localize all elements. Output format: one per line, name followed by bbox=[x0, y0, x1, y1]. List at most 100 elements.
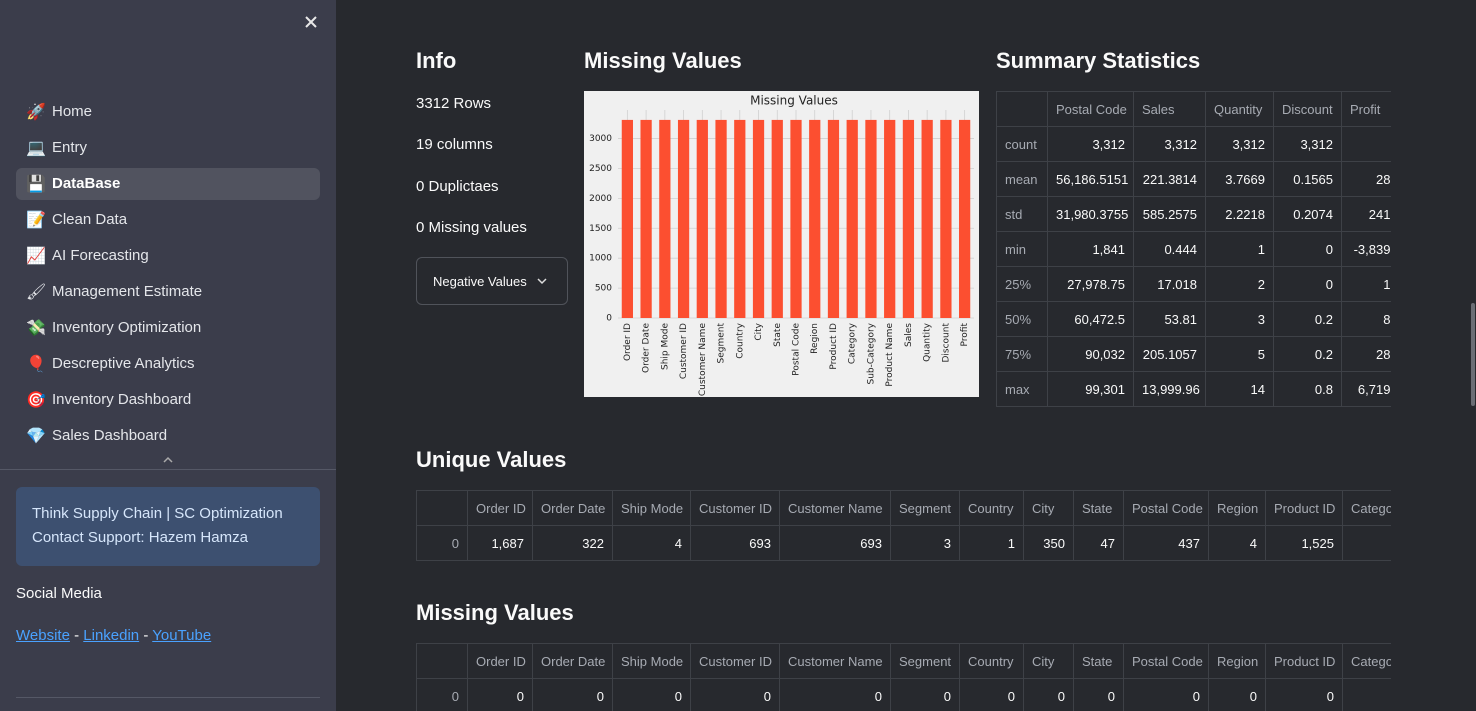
nav-item[interactable]: 💾 DataBase bbox=[16, 168, 320, 200]
table-cell: 1,687 bbox=[467, 525, 533, 561]
header-cell: Country bbox=[959, 643, 1024, 679]
divider bbox=[0, 469, 336, 470]
nav-item[interactable]: 💸 Inventory Optimization bbox=[16, 312, 320, 344]
header-cell: Order ID bbox=[467, 490, 533, 526]
table-cell: 27,978.75 bbox=[1047, 266, 1134, 302]
header-cell: Ship Mode bbox=[612, 490, 691, 526]
table-cell: 3,312 bbox=[1341, 126, 1391, 162]
social-title: Social Media bbox=[16, 585, 102, 602]
table-cell: 8.2680 bbox=[1341, 301, 1391, 337]
table-cell: 241.8864 bbox=[1341, 196, 1391, 232]
button-label: Negative Values bbox=[433, 274, 527, 289]
table-cell: 3.7669 bbox=[1205, 161, 1274, 197]
bar bbox=[659, 119, 671, 319]
header-row: Postal Code Sales Quantity Discount Profit bbox=[996, 91, 1391, 127]
nav-icon: 💸 bbox=[26, 320, 46, 337]
x-tick-label: Category bbox=[848, 322, 858, 364]
nav-item[interactable]: 📈 AI Forecasting bbox=[16, 240, 320, 272]
header-cell: Region bbox=[1208, 643, 1266, 679]
nav-item[interactable]: 🖌 Management Estimate bbox=[16, 276, 320, 308]
link[interactable]: Website bbox=[16, 627, 70, 644]
x-tick-label: Region bbox=[810, 323, 820, 354]
table-cell: 585.2575 bbox=[1133, 196, 1206, 232]
y-tick-label: 0 bbox=[606, 314, 612, 324]
bar bbox=[640, 119, 652, 319]
x-tick-label: Profit bbox=[960, 323, 970, 347]
bar bbox=[715, 119, 727, 319]
table-cell: 3 bbox=[890, 525, 960, 561]
table-cell: 0.2074 bbox=[1273, 196, 1342, 232]
header-cell: Ship Mode bbox=[612, 643, 691, 679]
x-tick-label: City bbox=[754, 322, 764, 340]
nav-item[interactable]: 💻 Entry bbox=[16, 132, 320, 164]
table-cell: 4 bbox=[1208, 525, 1266, 561]
header-cell: Sales bbox=[1133, 91, 1206, 127]
table-cell: 60,472.5 bbox=[1047, 301, 1134, 337]
row-index: mean bbox=[996, 161, 1048, 197]
table-cell: 13,999.96 bbox=[1133, 371, 1206, 407]
table-cell: 205.1057 bbox=[1133, 336, 1206, 372]
header-cell: Quantity bbox=[1205, 91, 1274, 127]
table-cell: 28.3230 bbox=[1341, 336, 1391, 372]
table-cell: 693 bbox=[690, 525, 780, 561]
separator: - bbox=[143, 627, 149, 644]
header-cell: Postal Code bbox=[1123, 643, 1209, 679]
nav-item[interactable]: 📝 Clean Data bbox=[16, 204, 320, 236]
header-cell: Region bbox=[1208, 490, 1266, 526]
table-cell: 0 bbox=[612, 678, 691, 711]
header-cell: Postal Code bbox=[1047, 91, 1134, 127]
nav-item[interactable]: 🎯 Inventory Dashboard bbox=[16, 384, 320, 416]
header-cell: Segment bbox=[890, 643, 960, 679]
bar bbox=[771, 119, 783, 319]
y-tick-label: 1500 bbox=[589, 224, 612, 234]
nav-item[interactable]: 🎈 Descreptive Analytics bbox=[16, 348, 320, 380]
header-cell bbox=[996, 91, 1048, 127]
header-cell: Order Date bbox=[532, 643, 613, 679]
nav-label: Management Estimate bbox=[52, 283, 203, 300]
info-box: Think Supply Chain | SC Optimization Con… bbox=[16, 487, 320, 566]
close-button[interactable] bbox=[302, 13, 320, 31]
table-cell: 1,841 bbox=[1047, 231, 1134, 267]
collapse-caret[interactable] bbox=[162, 456, 174, 464]
table-cell: 3 bbox=[1342, 525, 1391, 561]
table-wrap: Order ID Order Date Ship Mode Customer ID Cu… bbox=[416, 490, 1391, 561]
nav-label: AI Forecasting bbox=[52, 247, 149, 264]
row-index: 75% bbox=[996, 336, 1048, 372]
header-cell: Customer Name bbox=[779, 643, 891, 679]
info-item: 3312 Rows bbox=[416, 95, 492, 112]
table-cell: 0 bbox=[1273, 231, 1342, 267]
bar bbox=[884, 119, 896, 319]
header-cell: Postal Code bbox=[1123, 490, 1209, 526]
x-tick-label: Customer Name bbox=[698, 323, 708, 397]
header-cell bbox=[416, 643, 468, 679]
table-cell: 0 bbox=[467, 678, 533, 711]
link[interactable]: YouTube bbox=[152, 627, 212, 644]
table-cell: 0 bbox=[959, 678, 1024, 711]
chart: Missing Values 0 500 1000 1500 2000 2500 3000 O… bbox=[589, 94, 974, 397]
table-row: std31,980.3755585.25752.22180.2074241.88… bbox=[996, 196, 1391, 232]
row-index: 50% bbox=[996, 301, 1048, 337]
nav-item[interactable]: 💎 Sales Dashboard bbox=[16, 420, 320, 452]
table-cell: -3,839.9904 bbox=[1341, 231, 1391, 267]
nav-icon: 🖌 bbox=[26, 284, 47, 301]
header-cell: Country bbox=[959, 490, 1024, 526]
header-cell: Category bbox=[1342, 643, 1391, 679]
section-title: Missing Values bbox=[584, 48, 742, 73]
table-cell: 0 bbox=[890, 678, 960, 711]
table-cell: 3,312 bbox=[1047, 126, 1134, 162]
table-cell: 0 bbox=[779, 678, 891, 711]
nav-item[interactable]: 🚀 Home bbox=[16, 96, 320, 128]
table-cell: 4 bbox=[612, 525, 691, 561]
link[interactable]: Linkedin bbox=[83, 627, 140, 644]
data-table: Postal Code Sales Quantity Discount Profit co… bbox=[996, 91, 1391, 407]
header-cell: Product ID bbox=[1265, 490, 1343, 526]
nav-icon: 💎 bbox=[26, 428, 46, 445]
table-cell: 437 bbox=[1123, 525, 1209, 561]
divider bbox=[16, 697, 320, 698]
scrollbar[interactable] bbox=[1471, 303, 1475, 406]
dropdown-button[interactable]: Negative Values bbox=[416, 257, 568, 305]
row-index: 0 bbox=[416, 678, 468, 711]
table-cell: 31,980.3755 bbox=[1047, 196, 1134, 232]
